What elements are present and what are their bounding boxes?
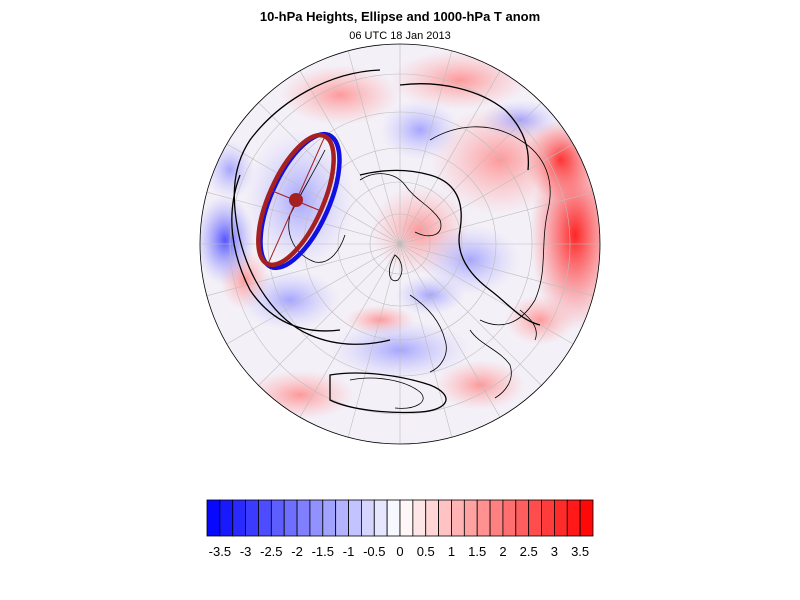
colorbar-tick-label: -1 xyxy=(343,544,355,559)
colorbar-tick-label: 0.5 xyxy=(417,544,435,559)
figure-subtitle: 06 UTC 18 Jan 2013 xyxy=(349,30,451,42)
colorbar-box xyxy=(283,499,298,537)
colorbar-box xyxy=(206,499,221,537)
colorbar-box xyxy=(322,499,337,537)
colorbar-tick-label: -0.5 xyxy=(363,544,385,559)
colorbar-box xyxy=(232,499,246,537)
colorbar-box xyxy=(554,499,568,537)
colorbar-tick-label: 3 xyxy=(551,544,558,559)
colorbar-box xyxy=(515,499,530,537)
colorbar-box xyxy=(425,499,440,537)
colorbar-tick-label: 1 xyxy=(448,544,455,559)
colorbar-box xyxy=(373,499,388,537)
height-contours xyxy=(231,69,541,414)
figure-title: 10-hPa Heights, Ellipse and 1000-hPa T a… xyxy=(259,9,541,24)
coastlines xyxy=(288,126,551,409)
colorbar-tick-label: 2.5 xyxy=(520,544,538,559)
colorbar-box xyxy=(528,499,542,537)
ellipse-center xyxy=(289,193,303,207)
colorbar-box xyxy=(245,499,259,537)
colorbar-box xyxy=(219,499,234,537)
colorbar-tick-label: 1.5 xyxy=(468,544,486,559)
temperature-anomaly-field xyxy=(200,44,600,444)
colorbar-tick-label: -3.5 xyxy=(209,544,231,559)
colorbar-box xyxy=(489,499,504,537)
colorbar-tick-label: -2 xyxy=(291,544,303,559)
colorbar-box xyxy=(412,499,427,537)
colorbar-box xyxy=(438,499,452,537)
colorbar-tick-label: 3.5 xyxy=(571,544,589,559)
colorbar-box xyxy=(463,499,478,537)
colorbar-box xyxy=(476,499,491,537)
vortex-ellipse xyxy=(256,131,342,271)
colorbar-box xyxy=(270,499,285,537)
colorbar-box xyxy=(296,499,311,537)
colorbar-box xyxy=(258,499,272,537)
colorbar-box xyxy=(360,499,375,537)
colorbar-tick-label: -2.5 xyxy=(260,544,282,559)
colorbar-tick-label: -1.5 xyxy=(312,544,334,559)
globe-outline xyxy=(199,43,601,445)
colorbar-box xyxy=(541,499,555,537)
colorbar-box xyxy=(309,499,324,537)
colorbar-box xyxy=(348,499,362,537)
colorbar-box xyxy=(566,499,581,537)
colorbar-tick-label: 2 xyxy=(499,544,506,559)
colorbar-tick-label: 0 xyxy=(396,544,403,559)
colorbar-tick-label: -3 xyxy=(240,544,252,559)
colorbar-box xyxy=(579,499,594,537)
colorbar-box xyxy=(399,499,414,537)
colorbar-box xyxy=(335,499,349,537)
colorbar-labels: -3.5 -3 -2.5 -2 -1.5 -1 -0.5 0 0.5 1 1.5 2 2.5 3 3.5 xyxy=(209,544,590,559)
colorbar-box xyxy=(386,499,401,537)
colorbar-boxes xyxy=(206,499,594,537)
colorbar-box xyxy=(502,499,517,537)
colorbar-box xyxy=(451,499,465,537)
